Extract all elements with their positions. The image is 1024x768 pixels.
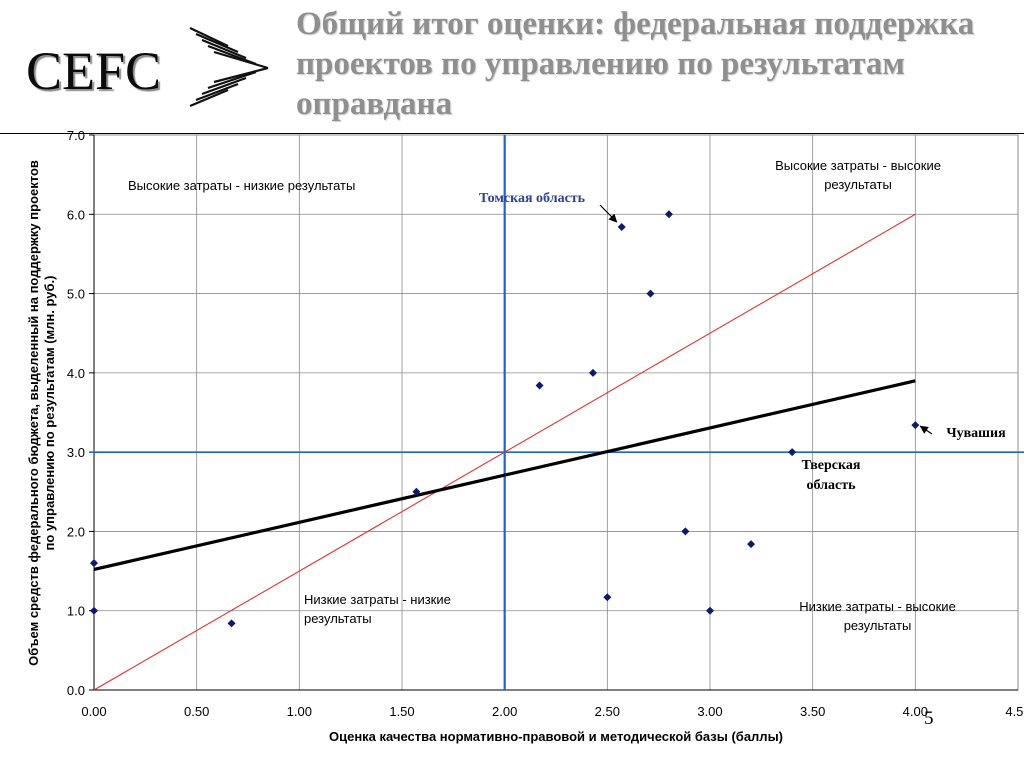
data-point — [646, 289, 655, 298]
annotation-chuvashia: Чувашия — [946, 426, 1006, 441]
plot-area — [93, 134, 1019, 691]
data-point — [664, 210, 673, 219]
annotation-tver: Тверская область — [801, 458, 861, 493]
x-axis-label: Оценка качества нормативно-правовой и ме… — [328, 729, 784, 744]
data-point — [90, 606, 98, 615]
x-tick-label: 4.00 — [903, 704, 928, 719]
x-tick-label: 3.00 — [697, 704, 722, 719]
annotation-arrow-tomsk — [599, 204, 618, 223]
x-tick-label: 2.00 — [492, 704, 517, 719]
y-tick-label: 1.0 — [67, 604, 85, 619]
x-tick-label: 2.50 — [595, 704, 620, 719]
x-tick-label: 0.50 — [184, 704, 209, 719]
y-tick-label: 7.0 — [67, 128, 85, 143]
data-point — [227, 619, 236, 628]
data-point — [588, 368, 597, 377]
y-tick-label: 0.0 — [67, 683, 85, 698]
annotation-arrow-chuvashia — [919, 425, 933, 435]
x-tick-label: 3.50 — [800, 704, 825, 719]
data-point — [412, 487, 421, 496]
y-tick-label: 4.0 — [67, 366, 85, 381]
header-divider — [0, 133, 1024, 134]
quadrant-label-bottom-left: Низкие затраты - низкие результаты — [304, 592, 451, 626]
y-axis-label: Объем средств федерального бюджета, выде… — [26, 160, 57, 666]
data-point — [535, 381, 544, 390]
trend-line — [93, 379, 916, 572]
y-tick-label: 3.0 — [67, 445, 85, 460]
data-point — [747, 540, 756, 549]
slide-number: 5 — [924, 708, 934, 729]
data-point — [706, 606, 714, 615]
data-point — [911, 421, 920, 430]
cefc-logo: CEFC — [26, 41, 162, 101]
data-point — [603, 593, 612, 602]
quadrant-label-top-left: Высокие затраты - низкие результаты — [128, 178, 356, 193]
quadrant-label-bottom-right: Низкие затраты - высокие результаты — [799, 599, 956, 633]
data-point — [681, 527, 690, 536]
logo-hatched-chevron-icon — [189, 27, 269, 108]
y-tick-label: 5.0 — [67, 287, 85, 302]
data-point — [617, 222, 626, 231]
quadrant-label-top-right: Высокие затраты - высокие результаты — [775, 158, 941, 192]
slide-title: Общий итог оценки: федеральная поддержка… — [296, 6, 975, 122]
x-tick-label: 0.00 — [81, 704, 106, 719]
x-tick-label: 4.50 — [1005, 704, 1024, 719]
x-tick-label: 1.00 — [287, 704, 312, 719]
x-tick-label: 1.50 — [389, 704, 414, 719]
annotation-tomsk: Томская область — [478, 191, 586, 206]
y-tick-label: 6.0 — [67, 207, 85, 222]
data-point — [90, 559, 98, 568]
y-tick-label: 2.0 — [67, 524, 85, 539]
data-point — [788, 448, 797, 457]
diagonal-line — [93, 213, 916, 691]
